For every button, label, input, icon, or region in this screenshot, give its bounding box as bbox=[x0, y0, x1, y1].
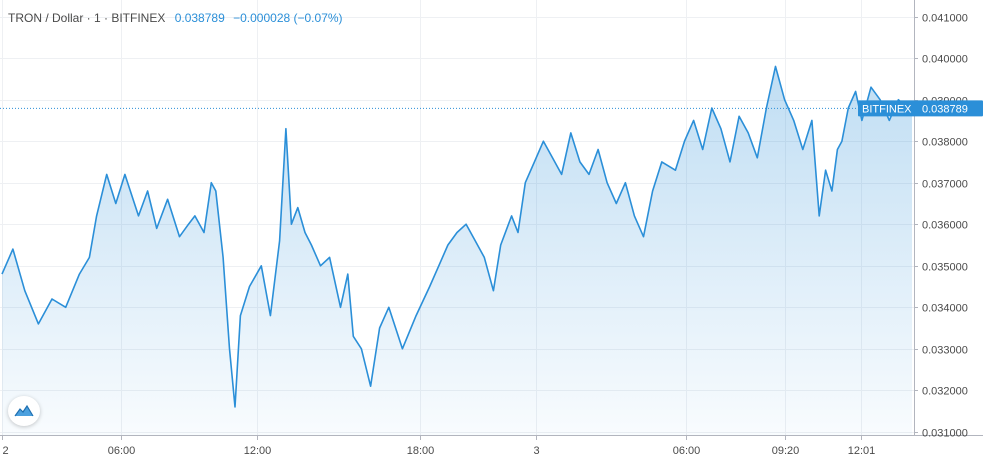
x-tick-label: 12:01 bbox=[848, 445, 876, 457]
x-tick-label: 3 bbox=[533, 445, 539, 457]
last-price-tag-value: 0.038789 bbox=[922, 103, 968, 115]
y-tick-label: 0.034000 bbox=[922, 303, 968, 315]
y-tick-label: 0.031000 bbox=[922, 428, 968, 440]
y-tick-label: 0.040000 bbox=[922, 54, 968, 66]
y-axis: 0.0410000.0400000.0390000.0380000.037000… bbox=[914, 13, 968, 440]
x-axis: 2 06:00 12:00 18:00 3 06:00 09:20 12:01 bbox=[2, 436, 876, 457]
last-price-tag-box bbox=[858, 100, 983, 117]
y-tick-label: 0.041000 bbox=[922, 13, 968, 25]
y-tick-label: 0.037000 bbox=[922, 179, 968, 191]
x-tick-label: 12:00 bbox=[244, 445, 272, 457]
y-tick-label: 0.038000 bbox=[922, 137, 968, 149]
last-price-value: 0.038789 bbox=[174, 11, 225, 25]
y-tick-label: 0.032000 bbox=[922, 386, 968, 398]
last-price-tag-label: BITFINEX bbox=[862, 103, 912, 115]
price-change-value: −0.000028 (−0.07%) bbox=[233, 11, 343, 25]
x-tick-label: 06:00 bbox=[108, 445, 136, 457]
y-tick-label: 0.035000 bbox=[922, 262, 968, 274]
x-tick-label: 18:00 bbox=[407, 445, 435, 457]
x-tick-label: 2 bbox=[3, 445, 9, 457]
x-tick-label: 09:20 bbox=[772, 445, 800, 457]
mountain-logo-icon bbox=[14, 404, 34, 417]
y-tick-label: 0.033000 bbox=[922, 345, 968, 357]
price-line[interactable] bbox=[1, 65, 913, 408]
x-tick-label: 06:00 bbox=[673, 445, 701, 457]
tradingview-logo-button[interactable] bbox=[8, 396, 40, 426]
y-tick-label: 0.036000 bbox=[922, 220, 968, 232]
symbol-title[interactable]: TRON / Dollar · 1 · BITFINEX bbox=[8, 11, 166, 25]
chart-legend: TRON / Dollar · 1 · BITFINEX 0.038789 −0… bbox=[8, 11, 343, 25]
price-area-fill bbox=[2, 66, 912, 437]
last-price-tag: BITFINEX 0.038789 bbox=[858, 100, 983, 117]
